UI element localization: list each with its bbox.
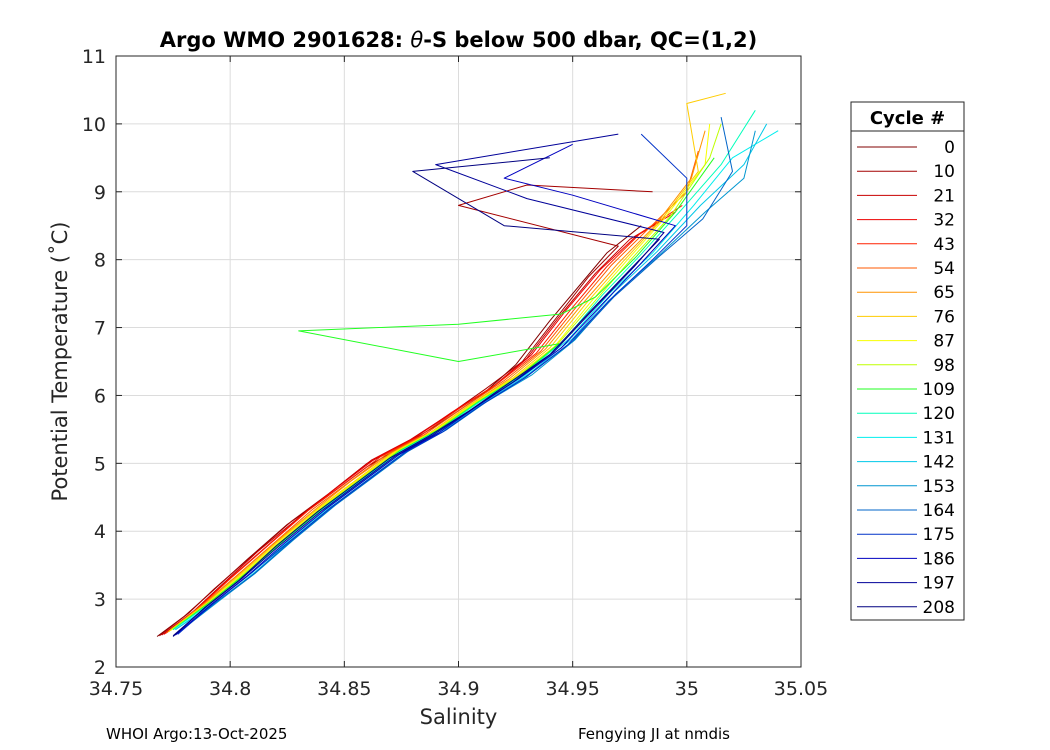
y-tick-label: 11	[82, 46, 106, 68]
legend-title: Cycle #	[870, 108, 945, 129]
y-tick-label: 9	[94, 182, 106, 204]
x-axis-label: Salinity	[420, 705, 498, 729]
legend-label-cycle-76: 76	[933, 307, 955, 327]
legend-label-cycle-54: 54	[933, 259, 955, 279]
x-tick-label: 34.95	[545, 678, 599, 700]
y-tick-label: 2	[94, 657, 106, 679]
legend-label-cycle-120: 120	[923, 404, 955, 424]
y-tick-label: 6	[94, 385, 106, 407]
y-axis-label: Potential Temperature (˚C)	[48, 222, 72, 502]
legend-label-cycle-21: 21	[933, 186, 955, 206]
x-tick-label: 34.75	[89, 678, 143, 700]
legend-box	[850, 101, 965, 621]
legend-label-cycle-175: 175	[923, 525, 955, 545]
legend-label-cycle-43: 43	[933, 235, 955, 255]
series-line-cycle-142	[175, 123, 768, 631]
legend-label-cycle-186: 186	[923, 549, 955, 569]
x-tick-label: 34.8	[209, 678, 251, 700]
y-tick-label: 3	[94, 589, 106, 611]
legend-label-cycle-131: 131	[923, 428, 955, 448]
y-tick-label: 8	[94, 250, 106, 272]
legend-label-cycle-0: 0	[944, 138, 955, 158]
footer-author: Fengying JI at nmdis	[578, 725, 730, 743]
series-line-cycle-175	[177, 133, 688, 635]
legend-label-cycle-10: 10	[933, 162, 955, 182]
title-theta: θ	[410, 28, 423, 52]
legend-label-cycle-197: 197	[923, 574, 955, 594]
y-tick-label: 5	[94, 453, 106, 475]
legend-label-cycle-32: 32	[933, 211, 955, 231]
legend-label-cycle-164: 164	[923, 501, 955, 521]
series-group	[156, 92, 779, 637]
y-tick-label: 4	[94, 521, 106, 543]
title-part: -S below 500 dbar, QC=(1,2)	[423, 28, 757, 52]
x-tick-label: 34.85	[317, 678, 371, 700]
y-tick-label: 10	[82, 114, 106, 136]
x-tick-label: 35.05	[774, 678, 828, 700]
y-tick-label: 7	[94, 318, 106, 340]
title-part: Argo WMO 2901628:	[160, 28, 411, 52]
legend-label-cycle-109: 109	[923, 380, 955, 400]
legend-label-cycle-87: 87	[933, 332, 955, 352]
series-line-cycle-98	[170, 123, 722, 631]
x-tick-label: 34.9	[437, 678, 479, 700]
series-line-cycle-76	[168, 92, 726, 633]
legend-label-cycle-208: 208	[923, 598, 955, 618]
legend-label-cycle-142: 142	[923, 453, 955, 473]
legend-label-cycle-153: 153	[923, 477, 955, 497]
chart-title: Argo WMO 2901628: θ-S below 500 dbar, QC…	[160, 28, 757, 52]
series-line-cycle-208	[172, 157, 660, 637]
footer-source: WHOI Argo:13-Oct-2025	[106, 725, 288, 743]
x-tick-label: 35	[675, 678, 699, 700]
series-line-cycle-43	[165, 204, 683, 634]
legend-label-cycle-98: 98	[933, 356, 955, 376]
legend-label-cycle-65: 65	[933, 283, 955, 303]
series-line-cycle-87	[170, 123, 711, 631]
